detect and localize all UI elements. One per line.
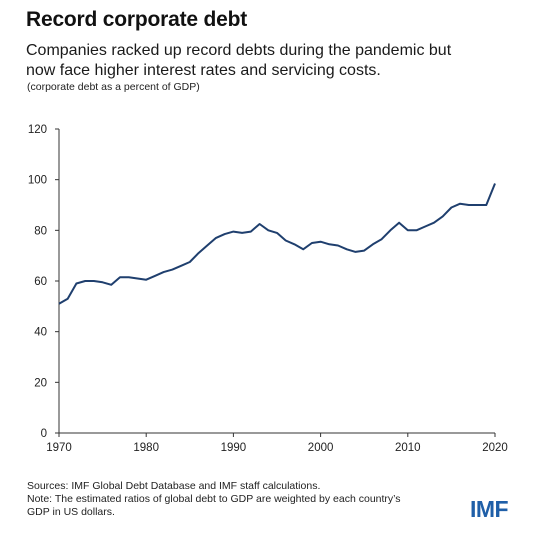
chart-title: Record corporate debt	[26, 8, 248, 31]
series-layer	[58, 183, 496, 305]
x-axis-ticks: 1970 1980 1990 2000 2010 2020	[46, 433, 508, 454]
x-tick-label: 2010	[395, 442, 421, 454]
subtitle-line-2: now face higher interest rates and servi…	[26, 62, 381, 79]
x-tick-label: 1990	[221, 442, 247, 454]
series-line	[58, 183, 496, 305]
sources-text: Sources: IMF Global Debt Database and IM…	[27, 480, 321, 492]
unit-label: (corporate debt as a percent of GDP)	[27, 81, 200, 93]
footer: Sources: IMF Global Debt Database and IM…	[27, 480, 447, 519]
subtitle-line-1: Companies racked up record debts during …	[26, 42, 452, 59]
x-tick-label: 1970	[46, 442, 72, 454]
note-line-2: GDP in US dollars.	[27, 506, 115, 518]
imf-logo: IMF	[470, 496, 509, 522]
x-tick-label: 2020	[482, 442, 508, 454]
x-tick-label: 1980	[133, 442, 159, 454]
note-line-1: Note: The estimated ratios of global deb…	[27, 493, 401, 505]
chart-subtitle: Companies racked up record debts during …	[26, 41, 526, 81]
y-axis-ticks: 0 20 40 60 80 100 120	[28, 124, 59, 440]
y-tick-label: 120	[28, 124, 47, 136]
y-tick-label: 60	[34, 276, 47, 288]
x-tick-label: 2000	[308, 442, 334, 454]
y-tick-label: 20	[34, 377, 47, 389]
y-tick-label: 0	[41, 428, 47, 440]
y-tick-label: 40	[34, 327, 47, 339]
y-tick-label: 80	[34, 225, 47, 237]
y-tick-label: 100	[28, 175, 47, 187]
